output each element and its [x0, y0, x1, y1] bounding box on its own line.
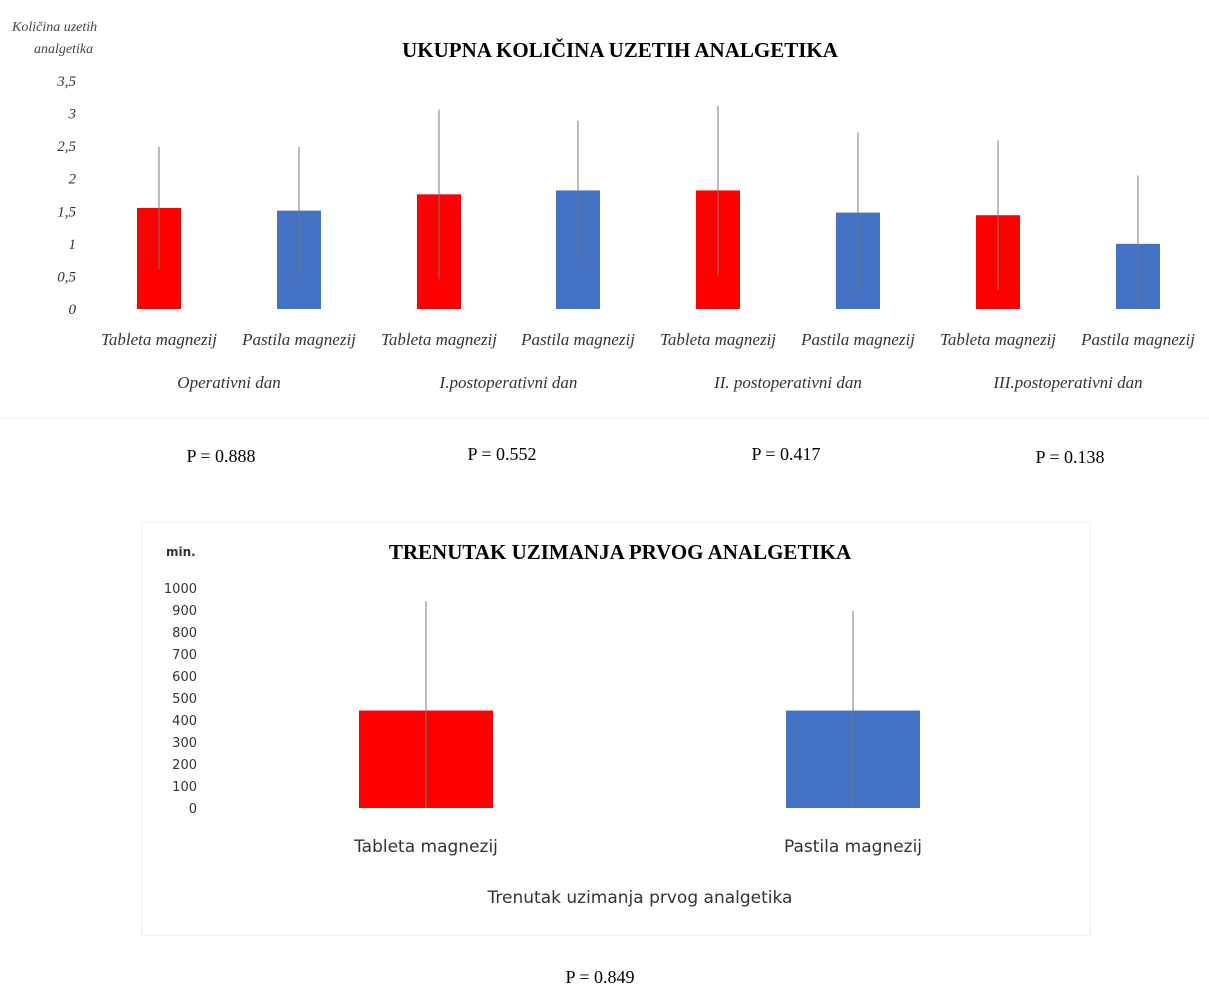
chart1-ylabel-line1: Količina uzetih [11, 20, 97, 35]
chart1-category-labels: Tableta magnezij Pastila magnezij Tableta … [101, 330, 1195, 349]
p-value-iii-postoperativni: P = 0.138 [1036, 447, 1105, 467]
p-value-i-postoperativni: P = 0.552 [468, 444, 537, 464]
chart1-group-label: I.postoperativni dan [439, 373, 578, 392]
chart1-y-tick: 1,5 [57, 204, 76, 220]
chart2-y-tick: 1000 [164, 582, 197, 597]
chart2-y-tick: 900 [172, 604, 197, 619]
chart1-ylabel-line2: analgetika [34, 42, 93, 57]
chart1-category-label: Pastila magnezij [520, 330, 635, 349]
chart1-group-label: Operativni dan [177, 373, 280, 392]
p-values-top: P = 0.888 P = 0.552 P = 0.417 P = 0.138 [187, 444, 1105, 467]
chart1-category-label: Tableta magnezij [660, 330, 776, 349]
chart2-y-tick: 800 [172, 626, 197, 641]
chart2-category-label: Pastila magnezij [784, 837, 922, 857]
chart2-y-tick: 0 [189, 802, 197, 817]
chart2-y-tick: 500 [172, 692, 197, 707]
chart1-group-label: II. postoperativni dan [713, 373, 862, 392]
chart2-y-tick: 200 [172, 758, 197, 773]
chart2-border [141, 521, 1091, 936]
p-value-ii-postoperativni: P = 0.417 [752, 444, 821, 464]
chart2-y-tick: 300 [172, 736, 197, 751]
chart2-bars [359, 601, 920, 808]
chart-total-analgesics: Količina uzetih analgetika UKUPNA KOLIČI… [11, 20, 1195, 392]
chart1-y-tick: 3 [68, 107, 77, 123]
chart2-category-label: Tableta magnezij [353, 837, 498, 857]
chart1-title: UKUPNA KOLIČINA UZETIH ANALGETIKA [402, 38, 839, 62]
chart2-y-tick: 700 [172, 648, 197, 663]
chart2-y-tick: 600 [172, 670, 197, 685]
chart1-y-tick: 0,5 [57, 269, 76, 285]
chart1-y-tick: 2 [69, 172, 77, 188]
chart1-group-labels: Operativni dan I.postoperativni dan II. po… [177, 373, 1142, 392]
chart1-y-tick: 3,5 [56, 74, 76, 90]
chart1-category-label: Pastila magnezij [1080, 330, 1195, 349]
chart2-y-tick: 400 [172, 714, 197, 729]
p-value-bottom: P = 0.849 [566, 967, 635, 987]
chart1-y-axis: 0 0,5 1 1,5 2 2,5 3 3,5 [56, 74, 76, 318]
chart1-category-label: Tableta magnezij [940, 330, 1056, 349]
chart1-category-label: Tableta magnezij [381, 330, 497, 349]
chart1-category-label: Tableta magnezij [101, 330, 217, 349]
chart2-title: TRENUTAK UZIMANJA PRVOG ANALGETIKA [389, 540, 852, 564]
chart1-bars [137, 105, 1160, 309]
chart-first-analgesic-time: min. TRENUTAK UZIMANJA PRVOG ANALGETIKA … [164, 540, 922, 908]
chart2-category-labels: Tableta magnezij Pastila magnezij [353, 837, 922, 857]
chart2-ylabel: min. [166, 545, 196, 559]
chart1-y-tick: 0 [69, 302, 77, 318]
chart1-category-label: Pastila magnezij [800, 330, 915, 349]
p-value-operativni: P = 0.888 [187, 446, 256, 466]
chart1-category-label: Pastila magnezij [241, 330, 356, 349]
chart2-xlabel: Trenutak uzimanja prvog analgetika [487, 888, 793, 908]
chart2-y-tick: 100 [172, 780, 197, 795]
chart1-y-tick: 2,5 [57, 139, 76, 155]
chart2-y-axis: 0 100 200 300 400 500 600 700 800 900 1000 [164, 582, 197, 817]
chart1-y-tick: 1 [69, 237, 77, 253]
chart1-group-label: III.postoperativni dan [992, 373, 1142, 392]
